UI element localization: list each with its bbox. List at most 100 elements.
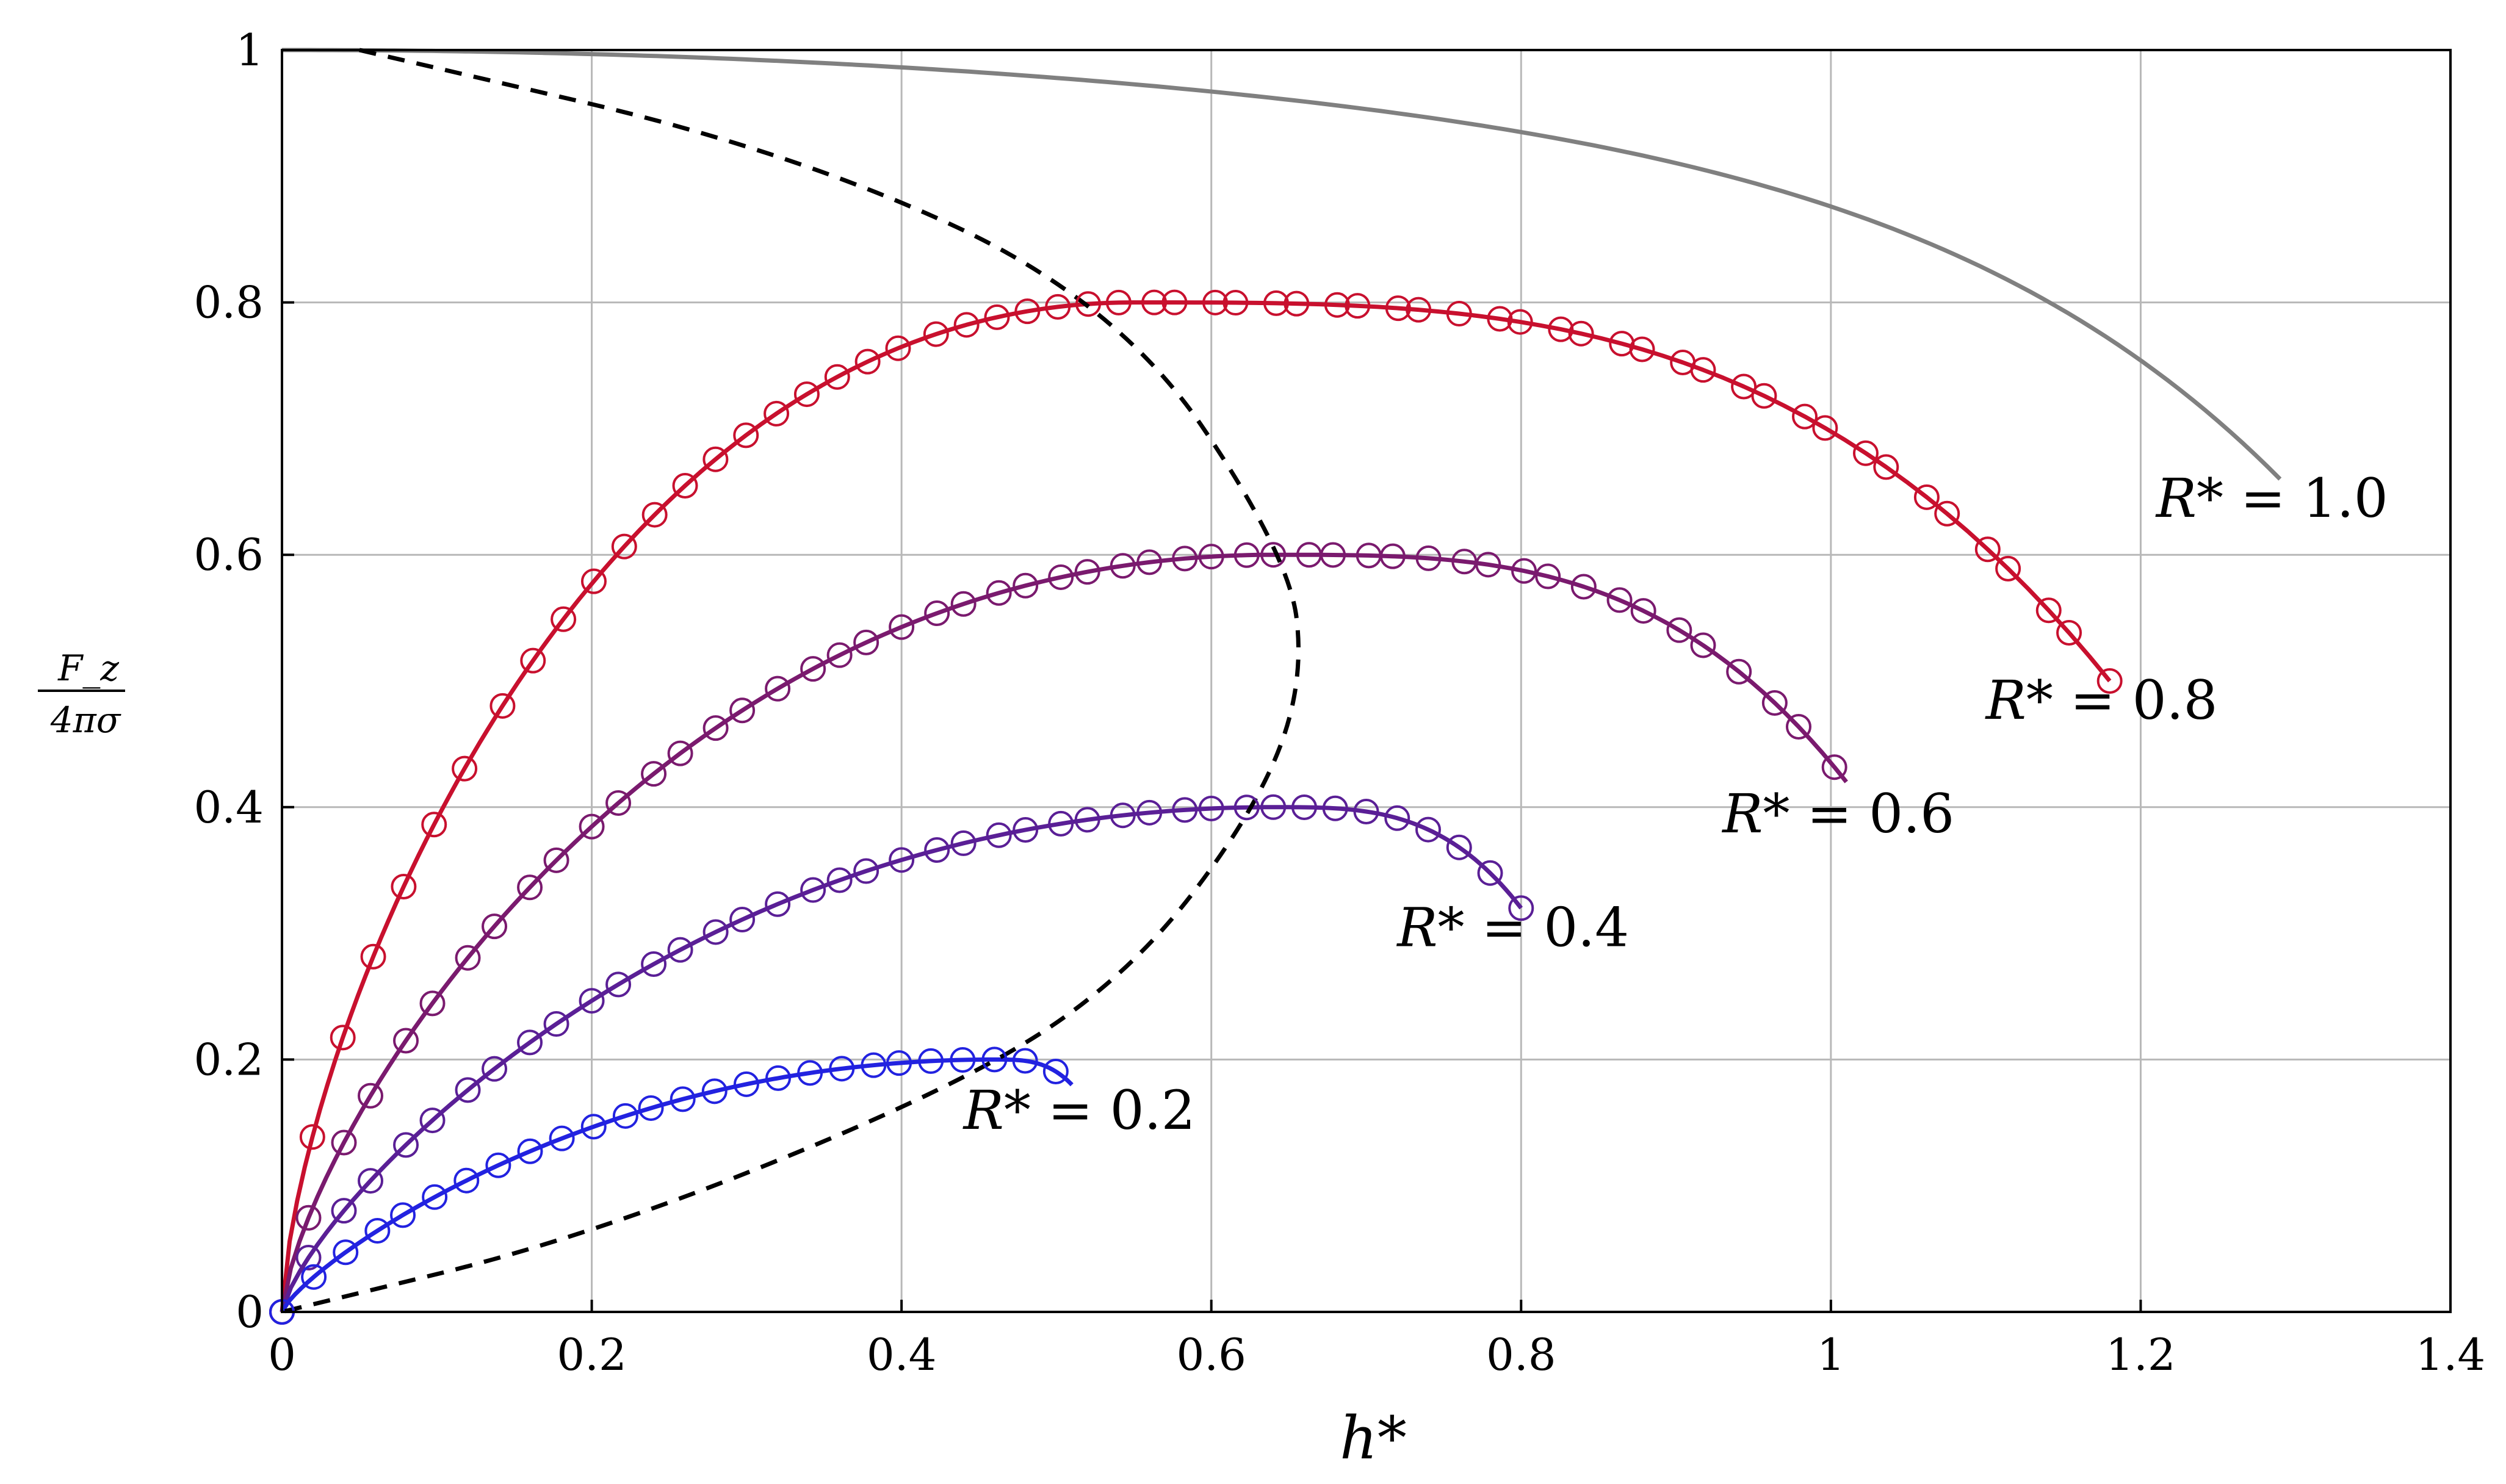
data-point [733,1071,759,1097]
data-point [360,943,386,970]
data-point [885,335,911,361]
series-line [280,300,2112,1313]
data-point [331,1129,357,1156]
data-point [1785,713,1811,740]
y-axis-label: F_z 4πσ [38,647,125,741]
data-point [638,1095,664,1121]
data-point [1446,301,1472,327]
data-point [1726,658,1752,685]
data-point [330,1025,356,1051]
stability-boundary-line [281,48,1301,1314]
data-point [1202,289,1229,315]
data-point [950,591,977,617]
data-point [419,1108,446,1134]
data-point [1320,542,1346,568]
data-point [1345,293,1371,319]
series-line [282,48,2282,481]
data-point [1233,794,1260,821]
x-tick-label: 0.4 [867,1329,937,1380]
data-point [826,867,853,893]
data-point [797,1060,823,1086]
series-label: R* = 0.4 [1396,896,1629,959]
series-label: R* = 0.6 [1721,782,1954,845]
data-point [950,1047,976,1073]
data-point [1042,1058,1069,1084]
data-point [1384,805,1410,831]
data-point [1045,294,1071,320]
plot-frame [281,49,2452,1313]
x-tick-label: 0 [268,1329,296,1380]
series-label: R* = 0.8 [1985,669,2218,732]
data-point [701,1078,728,1104]
data-point [1013,817,1039,843]
data-point [1198,796,1224,822]
data-point [853,858,879,884]
data-point [1074,807,1100,833]
data-point [1761,690,1788,716]
data-point [826,642,853,668]
data-point [1141,289,1168,315]
data-point [641,951,667,978]
data-point [605,790,632,816]
x-tick-label: 1.4 [2416,1329,2486,1380]
data-point [1666,617,1692,643]
series-labels: R* = 1.0 R* = 0.8 R* = 0.6 R* = 0.4 R* = 0.2 [962,467,2388,1142]
data-point [1110,802,1136,829]
data-point [358,1082,384,1109]
data-point [800,877,826,903]
data-point [1322,795,1348,821]
data-point [729,907,756,933]
data-point [1110,553,1136,579]
data-point [1014,298,1041,325]
data-point [295,1244,322,1270]
data-point [1812,415,1838,441]
data-point [1415,545,1442,571]
data-point [733,422,759,448]
data-point [729,697,756,724]
data-point [950,830,977,856]
data-point [861,1052,887,1078]
data-point [2096,668,2123,694]
data-point [641,761,667,787]
data-point [1172,797,1198,823]
data-point [1048,564,1074,590]
data-point [1475,552,1501,578]
data-point [800,656,826,682]
data-point [605,971,632,998]
data-point [1446,834,1472,860]
data-point [1353,798,1379,824]
data-point [986,580,1012,606]
data-point [1873,454,1899,480]
data-point [455,945,481,971]
data-point [702,919,729,945]
data-point [1852,440,1879,466]
data-point [1548,316,1574,342]
data-point [579,988,605,1014]
data-point [981,1046,1008,1073]
data-point [1222,290,1249,316]
data-point [702,715,729,741]
data-point [1690,357,1716,383]
x-tick-label: 0.6 [1176,1329,1246,1380]
data-point [1048,810,1074,837]
data-point [1630,598,1656,624]
data-point [1012,1048,1038,1074]
data-point [1570,574,1597,600]
y-axis-label-numerator: F_z [57,647,119,689]
data-point [1995,555,2021,582]
data-point [2056,620,2082,646]
data-point [765,675,791,702]
data-point [702,446,729,472]
data-point [517,874,543,901]
data-point [419,990,446,1017]
data-point [1263,290,1289,316]
data-point [667,740,693,766]
data-point [391,874,417,900]
data-point [1535,563,1561,589]
data-point [1508,895,1534,921]
data-point [1233,542,1260,568]
data-point [670,1086,696,1112]
data-point [889,614,915,640]
data-point [543,847,569,873]
data-point [393,1028,419,1054]
